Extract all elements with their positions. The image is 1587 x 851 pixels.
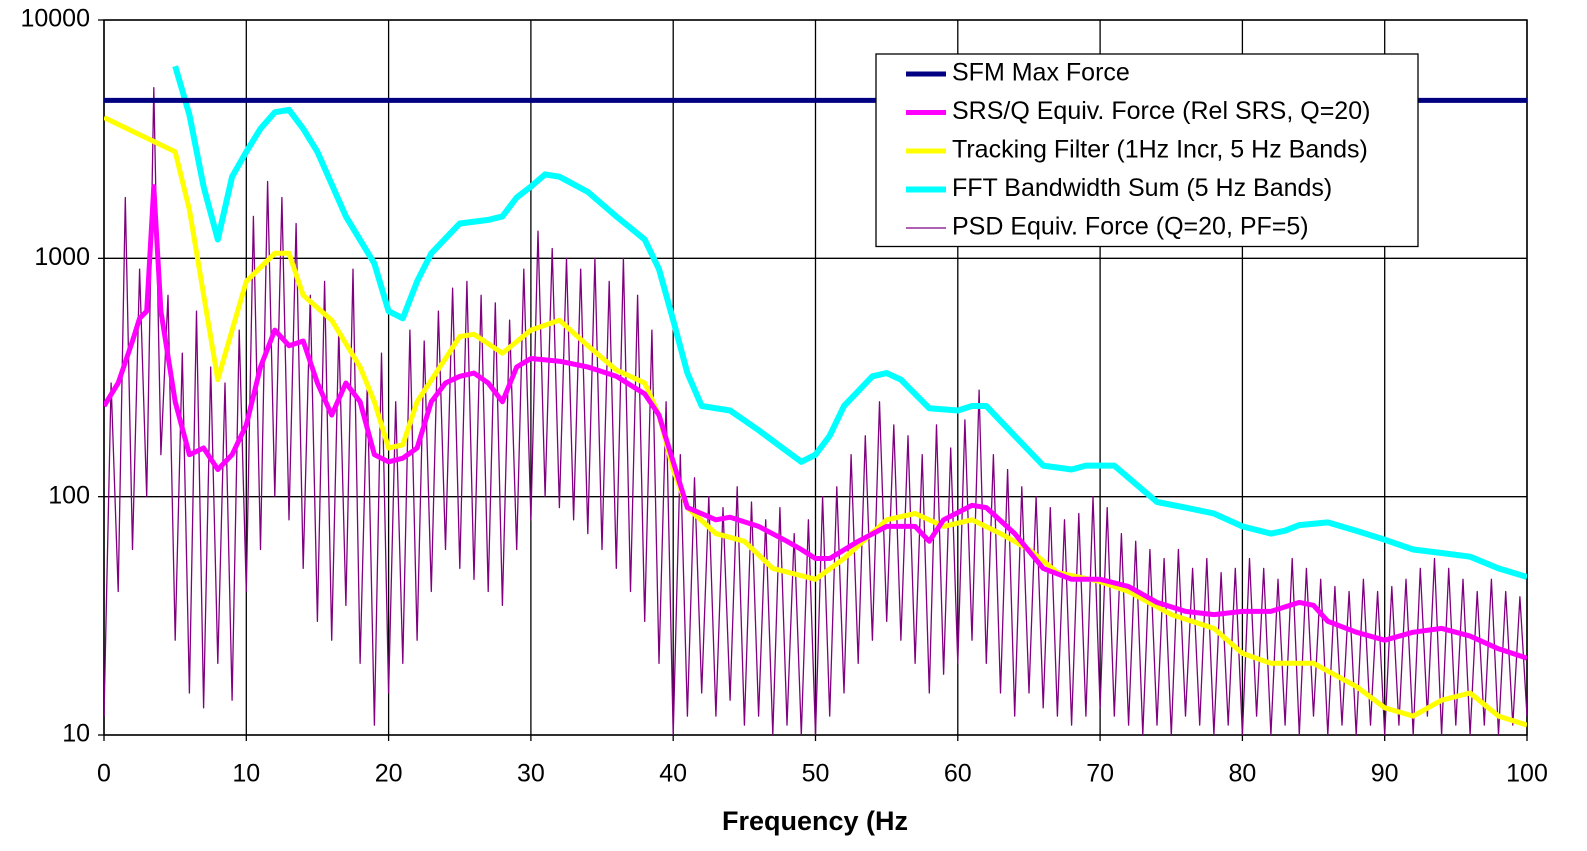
x-tick-label: 10	[232, 760, 260, 788]
legend-label: Tracking Filter (1Hz Incr, 5 Hz Bands)	[952, 136, 1368, 164]
y-tick-label: 1000	[34, 243, 90, 271]
x-tick-label: 100	[1506, 760, 1548, 788]
x-tick-label: 30	[517, 760, 545, 788]
legend-label: PSD Equiv. Force (Q=20, PF=5)	[952, 213, 1309, 241]
x-tick-label: 20	[375, 760, 403, 788]
legend-label: FFT Bandwidth Sum (5 Hz Bands)	[952, 174, 1332, 202]
legend-label: SFM Max Force	[952, 59, 1130, 87]
series-line	[172, 65, 1527, 580]
series-line	[104, 184, 1527, 661]
x-tick-label: 80	[1228, 760, 1256, 788]
legend: SFM Max Force SRS/Q Equiv. Force (Rel SRS…	[875, 53, 1419, 248]
x-tick-label: 60	[944, 760, 972, 788]
y-tick-label: 10	[62, 720, 90, 748]
series-line	[104, 87, 1527, 735]
y-tick-label: 10000	[20, 5, 90, 33]
y-tick-label: 100	[48, 481, 90, 509]
x-tick-label: 50	[802, 760, 830, 788]
legend-label: SRS/Q Equiv. Force (Rel SRS, Q=20)	[952, 97, 1370, 125]
x-tick-label: 70	[1086, 760, 1114, 788]
legend-box	[875, 53, 1419, 248]
x-tick-label: 40	[659, 760, 687, 788]
x-axis-label: Frequency (Hz	[722, 806, 908, 836]
x-tick-label: 90	[1371, 760, 1399, 788]
x-tick-label: 0	[97, 760, 111, 788]
